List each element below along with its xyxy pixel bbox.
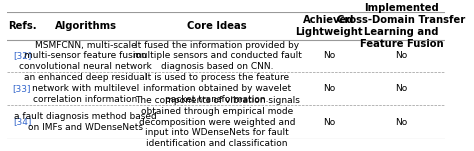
Text: MSMFCNN, multi-scale
multi-sensor feature fusion
convolutional neural network: MSMFCNN, multi-scale multi-sensor featur…: [19, 41, 152, 71]
Text: No: No: [323, 51, 335, 61]
Text: a fault diagnosis method based
on IMFs and WDenseNets: a fault diagnosis method based on IMFs a…: [14, 112, 157, 132]
Text: [32]: [32]: [13, 51, 31, 61]
Text: It fused the information provided by
multiple sensors and conducted fault
diagno: It fused the information provided by mul…: [133, 41, 301, 71]
Text: Algorithms: Algorithms: [55, 21, 117, 31]
Text: No: No: [323, 118, 335, 127]
Text: Core Ideas: Core Ideas: [187, 21, 247, 31]
Text: It is used to process the feature
information obtained by wavelet
packet transfo: It is used to process the feature inform…: [143, 73, 291, 104]
Text: [33]: [33]: [13, 84, 31, 93]
Text: No: No: [395, 118, 408, 127]
Text: Refs.: Refs.: [8, 21, 36, 31]
Text: No: No: [395, 84, 408, 93]
Text: an enhanced deep residual
network with multilevel
correlation information: an enhanced deep residual network with m…: [24, 73, 147, 104]
Text: [34]: [34]: [13, 118, 31, 127]
Text: No: No: [323, 84, 335, 93]
Text: Achieved
Lightweight: Achieved Lightweight: [295, 15, 363, 37]
Text: No: No: [395, 51, 408, 61]
Text: The components of vibration signals
obtained through empirical mode
decompositio: The components of vibration signals obta…: [135, 96, 300, 148]
Text: Implemented
Cross-Domain Transfer
Learning and
Feature Fusion: Implemented Cross-Domain Transfer Learni…: [337, 3, 465, 49]
